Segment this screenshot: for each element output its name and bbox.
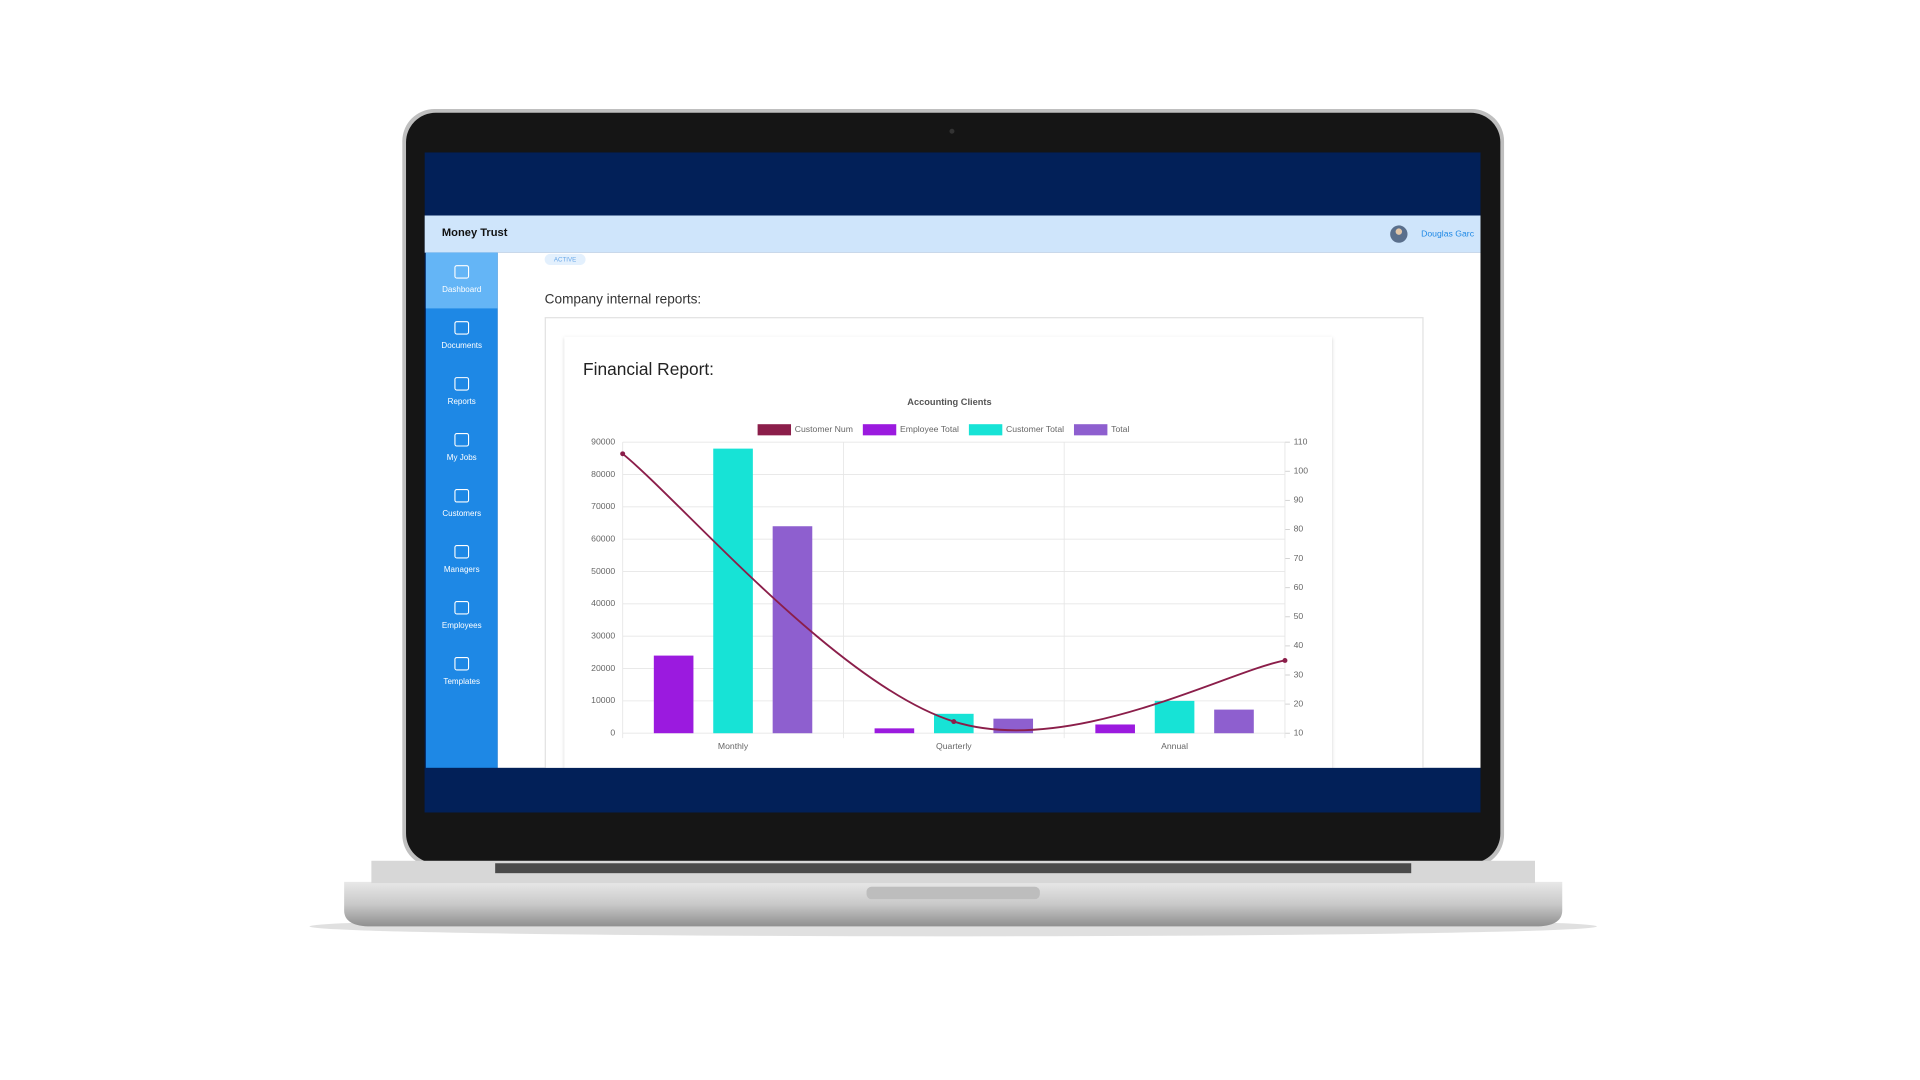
bar [1214, 709, 1254, 734]
nav-icon [454, 321, 470, 335]
user-name[interactable]: Douglas Garc [1421, 228, 1475, 238]
section-heading: Company internal reports: [545, 291, 702, 306]
avatar-face [1395, 228, 1403, 235]
x-tick-label: Quarterly [936, 741, 972, 751]
badge: ACTIVE [554, 257, 576, 264]
nav-label[interactable]: Customers [442, 509, 481, 518]
y2-tick-label: 60 [1294, 582, 1304, 592]
bar [653, 655, 694, 734]
y-tick-label: 10000 [591, 695, 615, 705]
y-tick-label: 50000 [591, 566, 615, 576]
nav-icon [454, 377, 470, 391]
brand: Money Trust [442, 227, 508, 239]
y2-tick-label: 100 [1294, 466, 1309, 476]
nav-item[interactable]: Customers [442, 489, 481, 518]
bottom-bar [424, 767, 1481, 813]
nav-icon [454, 433, 470, 447]
y2-tick-label: 40 [1294, 640, 1304, 650]
nav-item[interactable]: Dashboard [442, 265, 481, 294]
screen: Money Trust Douglas Garc ACTIVE Company … [424, 152, 1481, 813]
badge-bg [544, 253, 586, 266]
nav-label[interactable]: Employees [442, 621, 482, 630]
legend-label[interactable]: Employee Total [900, 424, 959, 434]
line-point [1282, 657, 1288, 663]
y-tick-label: 20000 [591, 663, 615, 673]
y2-tick-label: 80 [1294, 524, 1304, 534]
keyboard [495, 863, 1412, 874]
y2-tick-label: 70 [1294, 553, 1304, 563]
nav-item[interactable]: Managers [444, 545, 480, 574]
card-title: Financial Report: [583, 359, 714, 379]
y-tick-label: 0 [610, 727, 615, 737]
x-tick-label: Monthly [718, 741, 749, 751]
legend-swatch [862, 424, 897, 436]
legend-label[interactable]: Customer Num [795, 424, 853, 434]
top-bar [424, 215, 1481, 253]
nav-icon [454, 265, 470, 279]
nav-icon [454, 545, 470, 559]
nav-label[interactable]: Documents [441, 341, 482, 350]
y-tick-label: 80000 [591, 469, 615, 479]
y-tick-label: 40000 [591, 598, 615, 608]
nav-label[interactable]: Dashboard [442, 285, 481, 294]
nav: Dashboard Documents Reports My Jobs Customer… [441, 265, 482, 686]
nav-item[interactable]: My Jobs [447, 433, 477, 462]
line-point [620, 451, 626, 457]
y2-tick-label: 10 [1294, 727, 1304, 737]
y-tick-label: 30000 [591, 630, 615, 640]
x-tick-label: Annual [1161, 741, 1188, 751]
nav-icon [454, 600, 470, 615]
bar [1095, 724, 1135, 734]
bar [1154, 700, 1195, 734]
nav-item[interactable]: Templates [443, 656, 480, 686]
y2-tick-label: 50 [1294, 611, 1304, 621]
y-tick-label: 70000 [591, 501, 615, 511]
bar [713, 448, 753, 734]
camera [949, 128, 955, 134]
nav-label[interactable]: Templates [443, 677, 480, 686]
legend-swatch [968, 424, 1003, 436]
legend-swatch [757, 424, 792, 436]
nav-icon [454, 656, 470, 671]
nav-item[interactable]: Employees [442, 600, 482, 630]
y-tick-label: 90000 [591, 436, 615, 446]
legend-label[interactable]: Total [1111, 424, 1129, 434]
nav-label[interactable]: My Jobs [447, 453, 477, 462]
notch [866, 886, 1040, 900]
nav-item[interactable]: Documents [441, 321, 482, 350]
nav-icon [454, 489, 470, 503]
nav-item[interactable]: Reports [448, 377, 476, 406]
y2-tick-label: 20 [1294, 698, 1304, 708]
nav-label[interactable]: Managers [444, 565, 480, 574]
y2-tick-label: 110 [1294, 436, 1308, 446]
sidebar [425, 252, 498, 768]
chart: Accounting Clients 0 10000 20000 30000 40000 5… [591, 397, 1308, 751]
legend-swatch [1073, 424, 1108, 436]
bar [874, 728, 915, 734]
nav-label[interactable]: Reports [448, 397, 476, 406]
y-tick-label: 60000 [591, 533, 615, 543]
y2-tick-label: 90 [1294, 495, 1304, 505]
nav-active [425, 252, 498, 309]
legend-label[interactable]: Customer Total [1006, 424, 1064, 434]
y2-tick-label: 30 [1294, 669, 1304, 679]
line-point [951, 719, 957, 725]
base [344, 881, 1563, 927]
bar [772, 526, 813, 734]
chart-title: Accounting Clients [907, 397, 991, 407]
